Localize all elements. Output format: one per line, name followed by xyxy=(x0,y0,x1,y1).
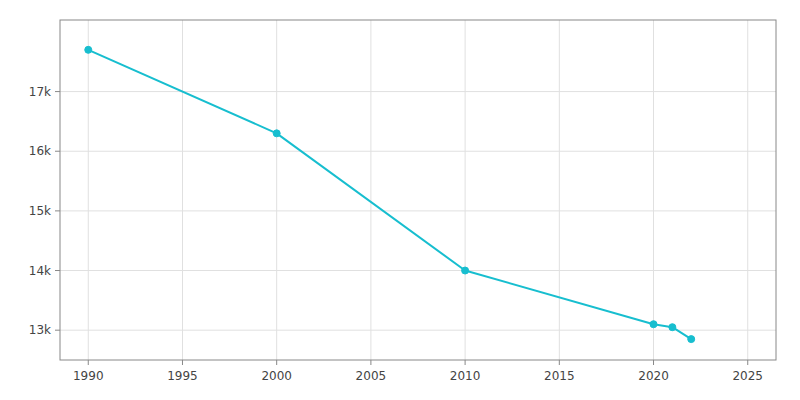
x-grid-line xyxy=(88,20,89,360)
series-line xyxy=(88,50,691,339)
chart-svg: 1990 1995 2000 2005 2010 2015 2020 2025 13k 14k 15… xyxy=(0,0,800,400)
x-tick-label: 2020 xyxy=(638,369,669,383)
series-marker xyxy=(650,321,657,328)
y-tick-label: 15k xyxy=(29,204,51,218)
x-tick-label: 2000 xyxy=(261,369,292,383)
series-marker xyxy=(669,324,676,331)
y-grid-line xyxy=(60,91,776,92)
y-tick-label: 17k xyxy=(29,85,51,99)
x-tick-label: 2005 xyxy=(356,369,387,383)
x-tick xyxy=(747,360,748,365)
x-tick xyxy=(559,360,560,365)
y-tick-label: 13k xyxy=(29,323,51,337)
x-tick-label: 2015 xyxy=(544,369,575,383)
y-grid-line xyxy=(60,151,776,152)
x-tick-label: 2025 xyxy=(732,369,763,383)
x-tick xyxy=(276,360,277,365)
y-grid-line xyxy=(60,270,776,271)
y-grid-line xyxy=(60,330,776,331)
y-tick xyxy=(55,210,60,211)
x-grid-line xyxy=(465,20,466,360)
grid xyxy=(60,20,776,360)
x-tick xyxy=(370,360,371,365)
x-tick xyxy=(88,360,89,365)
plot-background xyxy=(60,20,776,360)
x-tick-label: 2010 xyxy=(450,369,481,383)
axes: 1990 1995 2000 2005 2010 2015 2020 2025 13k 14k 15… xyxy=(29,20,776,383)
chart-container: 1990 1995 2000 2005 2010 2015 2020 2025 13k 14k 15… xyxy=(0,0,800,400)
x-grid-line xyxy=(182,20,183,360)
x-tick xyxy=(653,360,654,365)
x-grid-line xyxy=(653,20,654,360)
series-marker xyxy=(688,336,695,343)
y-tick-label: 14k xyxy=(29,264,51,278)
series xyxy=(85,46,695,342)
y-tick-label: 16k xyxy=(29,144,51,158)
x-tick xyxy=(465,360,466,365)
y-grid-line xyxy=(60,210,776,211)
y-tick xyxy=(55,91,60,92)
series-marker xyxy=(85,46,92,53)
x-grid-line xyxy=(370,20,371,360)
x-grid-line xyxy=(747,20,748,360)
y-tick xyxy=(55,330,60,331)
x-tick-label: 1990 xyxy=(73,369,104,383)
series-marker xyxy=(462,267,469,274)
x-tick-label: 1995 xyxy=(167,369,198,383)
x-grid-line xyxy=(559,20,560,360)
x-grid-line xyxy=(276,20,277,360)
x-tick xyxy=(182,360,183,365)
y-tick xyxy=(55,151,60,152)
y-tick xyxy=(55,270,60,271)
series-marker xyxy=(273,130,280,137)
plot-frame xyxy=(60,20,776,360)
